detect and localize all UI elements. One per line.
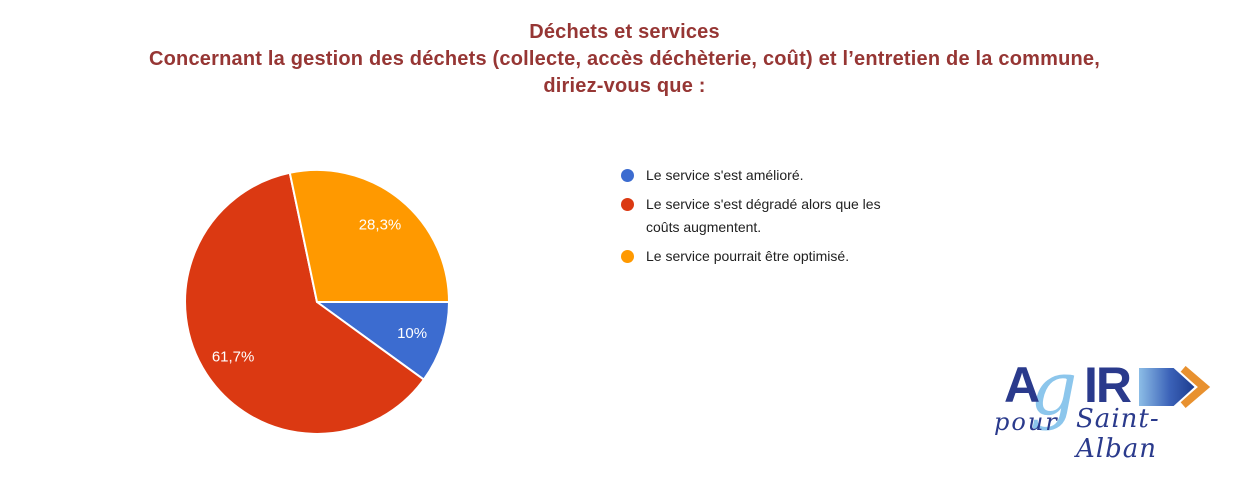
legend-item: Le service s'est amélioré.	[621, 164, 921, 187]
pie-slice-label: 61,7%	[212, 348, 255, 365]
pie-chart: 10% 61,7% 28,3%	[184, 168, 450, 435]
chart-subtitle-line2: diriez-vous que :	[543, 75, 706, 97]
chart-title: Déchets et services	[529, 21, 720, 43]
legend-dot-blue-icon	[621, 169, 634, 182]
logo-orange-chevron-icon	[1180, 366, 1211, 409]
legend-dot-red-icon	[621, 198, 634, 211]
legend-item: Le service pourrait être optimisé.	[621, 245, 921, 268]
logo-letter-a: A	[1004, 357, 1040, 413]
pie-slice-label: 10%	[397, 325, 427, 342]
pie-slice	[288, 168, 450, 303]
pie-slice-label: 28,3%	[359, 216, 402, 233]
legend-item: Le service s'est dégradé alors que les c…	[621, 193, 921, 239]
legend-label: Le service pourrait être optimisé.	[646, 248, 850, 264]
logo-tagline-pour: pour	[994, 408, 1059, 436]
agir-logo: g A IR pour Saint-Alban	[992, 352, 1232, 470]
pie-slice	[316, 301, 450, 381]
logo-tagline-place: Saint-Alban	[1076, 404, 1160, 464]
legend-label: Le service s'est dégradé alors que les c…	[646, 196, 881, 235]
logo-arrow-icon	[1138, 366, 1211, 409]
chart-subtitle-line1: Concernant la gestion des déchets (colle…	[149, 48, 1100, 70]
logo-letters-ir: IR	[1084, 357, 1132, 413]
pie-slice	[184, 171, 425, 435]
logo-script-g: g	[1030, 346, 1078, 432]
legend-label: Le service s'est amélioré.	[646, 167, 804, 183]
chart-title-block: Déchets et services Concernant la gestio…	[0, 19, 1249, 100]
legend-dot-orange-icon	[621, 250, 634, 263]
logo-blue-arrow-icon	[1138, 366, 1198, 408]
chart-legend: Le service s'est amélioré. Le service s'…	[621, 164, 921, 274]
